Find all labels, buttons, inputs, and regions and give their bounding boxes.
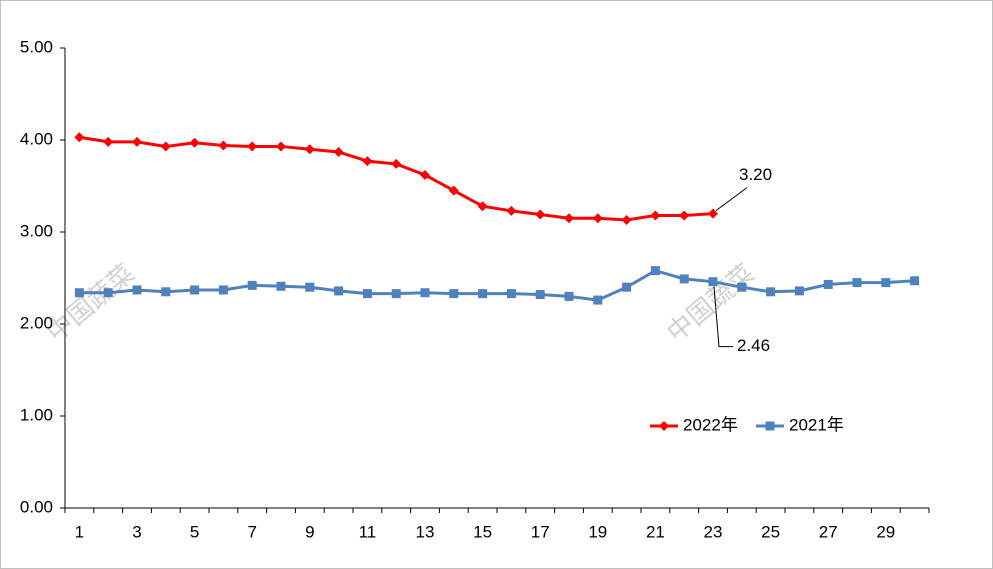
point [391,158,402,169]
point [362,289,372,299]
point [535,209,546,220]
point [74,288,84,298]
y-tick-label: 1.00 [20,405,53,424]
series [74,132,718,226]
point [592,213,603,224]
x-tick-label: 7 [247,522,256,541]
point [737,282,747,292]
x-tick-label: 27 [819,522,838,541]
point [420,169,430,180]
x-tick-label: 11 [359,522,377,541]
series [74,266,920,305]
point [276,281,286,291]
point [708,277,718,287]
point [103,288,113,298]
point [276,141,286,152]
point [535,290,545,300]
point [766,287,776,297]
legend-label: 2021年 [789,415,844,434]
point [160,141,171,152]
point [659,421,669,431]
y-tick-label: 0.00 [20,497,53,516]
series-line [79,269,915,302]
point [765,421,775,431]
point [190,285,200,295]
point [852,278,862,288]
point [103,136,114,147]
y-tick-label: 2.00 [20,313,53,332]
x-tick-label: 5 [190,522,199,541]
point [881,278,891,288]
point [247,280,257,290]
point [247,141,258,152]
point [593,295,603,305]
point [679,274,689,284]
point [189,137,200,148]
x-tick-label: 13 [416,522,435,541]
x-tick-label: 25 [761,522,780,541]
point [621,215,632,226]
y-tick-label: 5.00 [20,37,53,56]
point [391,289,401,299]
point [794,286,804,296]
point [132,285,142,295]
point [74,132,85,143]
point [305,282,315,292]
x-tick-label: 3 [132,522,141,541]
leader-line [715,187,748,212]
point [420,288,430,298]
leader-line [713,286,733,348]
point [333,146,344,157]
point [304,144,315,155]
x-tick-label: 15 [473,522,492,541]
point [218,285,228,295]
x-tick-label: 29 [876,522,895,541]
point [478,289,488,299]
point [218,140,229,151]
point [161,287,171,297]
point [564,291,574,301]
x-tick-label: 23 [704,522,723,541]
point [506,289,516,299]
point [564,213,574,224]
point [679,210,690,221]
point [650,266,660,276]
y-tick-label: 3.00 [20,221,53,240]
x-tick-label: 17 [531,522,550,541]
annotation: 2.46 [737,336,770,355]
point [362,156,373,167]
x-tick-label: 19 [588,522,607,541]
point [448,185,459,196]
point [477,201,488,212]
point [622,282,632,292]
point [132,136,142,147]
y-tick-label: 4.00 [20,129,53,148]
point [650,210,661,221]
point [449,289,459,299]
point [823,279,833,289]
x-tick-label: 9 [305,522,314,541]
legend-label: 2022年 [683,415,738,434]
x-tick-label: 21 [646,522,665,541]
point [708,208,718,219]
point [506,205,517,216]
x-tick-label: 1 [75,522,84,541]
annotation: 3.20 [739,165,772,184]
point [910,276,920,286]
point [334,286,344,296]
